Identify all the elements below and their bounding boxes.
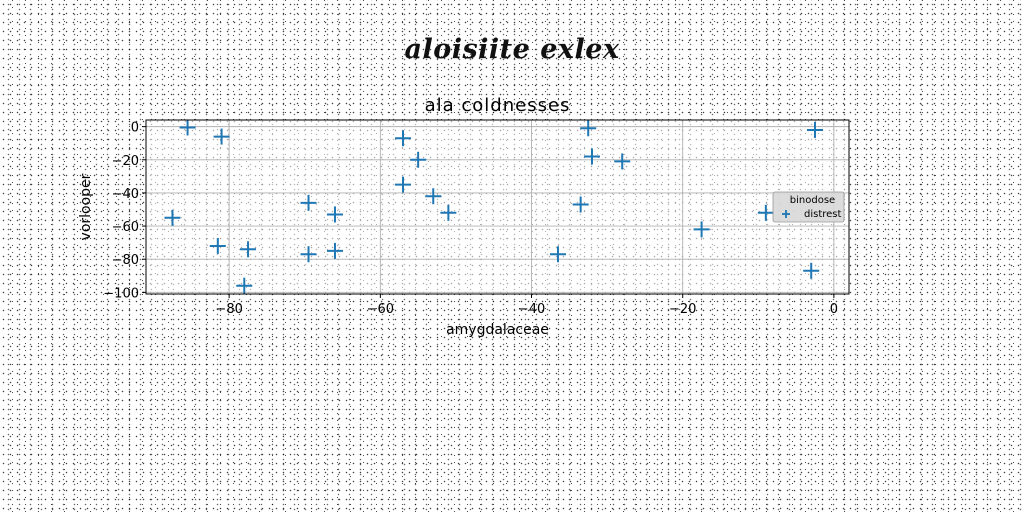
data-point <box>179 119 196 136</box>
data-point <box>326 242 343 259</box>
x-tick-label: −40 <box>518 302 545 317</box>
data-point <box>326 206 343 223</box>
x-tick-label: −80 <box>215 302 242 317</box>
y-axis-label: vorlooper <box>78 173 94 240</box>
data-point <box>572 196 589 213</box>
data-point <box>549 246 566 263</box>
data-point <box>395 130 412 147</box>
data-point <box>395 176 412 193</box>
data-point <box>803 262 820 279</box>
data-point <box>693 221 710 238</box>
y-tick-label: 0 <box>131 121 139 136</box>
y-tick-label: −20 <box>112 154 139 169</box>
data-point <box>236 277 253 294</box>
data-point <box>440 204 457 221</box>
legend-marker <box>782 210 790 218</box>
data-point <box>425 188 442 205</box>
data-point <box>240 241 257 258</box>
y-tick-label: −60 <box>112 220 139 235</box>
plot-area <box>146 120 849 294</box>
data-point <box>806 121 823 138</box>
data-point <box>614 153 631 170</box>
y-tick-label: −100 <box>103 286 139 301</box>
y-tick-label: −80 <box>112 253 139 268</box>
x-axis: −80 −60 −40 −20 0 <box>215 294 838 317</box>
y-tick-label: −40 <box>112 187 139 202</box>
plot-frame <box>145 119 850 295</box>
data-point <box>757 204 774 221</box>
legend-title: binodose <box>790 195 835 206</box>
legend-label: distrest <box>804 209 842 220</box>
x-axis-label: amygdalaceae <box>446 322 549 338</box>
data-point <box>164 209 181 226</box>
x-tick-label: −60 <box>367 302 394 317</box>
data-point <box>213 128 230 145</box>
data-point <box>580 120 597 137</box>
legend-box <box>772 191 845 223</box>
data-point <box>300 246 317 263</box>
x-tick-label: 0 <box>830 302 838 317</box>
series-distrest <box>164 119 823 294</box>
y-axis: 0 −20 −40 −60 −80 −100 <box>103 121 146 301</box>
legend: binodose distrest <box>772 191 845 223</box>
grid <box>146 120 849 294</box>
plot-title: ala coldnesses <box>425 95 571 116</box>
data-point <box>209 237 226 254</box>
data-point <box>300 194 317 211</box>
data-point <box>583 148 600 165</box>
data-point <box>410 151 427 168</box>
x-tick-label: −20 <box>669 302 696 317</box>
figure-title: aloisiite exlex <box>404 34 620 65</box>
